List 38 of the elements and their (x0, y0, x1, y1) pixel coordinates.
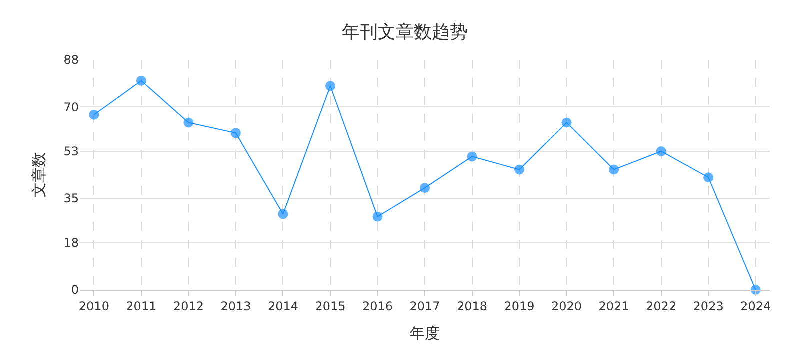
point (184, 118, 194, 128)
x-tick-label: 2011 (126, 299, 157, 314)
point (656, 146, 666, 156)
point (609, 164, 620, 175)
x-tick-label: 2016 (362, 299, 394, 314)
y-tick-label: 0 (71, 283, 79, 298)
x-tick-label: 2020 (552, 299, 582, 314)
x-tick-label: 2013 (220, 299, 252, 314)
point (704, 172, 714, 183)
point (230, 128, 241, 138)
x-tick-label: 2021 (598, 299, 630, 314)
y-tick-label: 70 (64, 100, 79, 114)
y-tick-label: 53 (64, 144, 79, 159)
y-tick-label: 18 (64, 236, 79, 250)
point (89, 110, 100, 120)
x-tick-label: 2018 (456, 299, 488, 314)
x-tick-label: 2010 (78, 299, 110, 314)
point (372, 212, 383, 222)
point (514, 164, 525, 175)
point (136, 76, 146, 86)
x-tick-label: 2014 (268, 299, 298, 314)
x-tick-label: 2019 (504, 299, 535, 314)
point (420, 183, 430, 194)
x-tick-label: 2017 (410, 299, 440, 314)
point (467, 152, 478, 162)
point (278, 209, 288, 220)
point (562, 118, 572, 128)
x-tick-label: 2024 (740, 299, 772, 314)
point (325, 81, 336, 92)
x-axis-title: 年度 (410, 324, 440, 342)
x-tick-label: 2022 (646, 299, 677, 314)
x-tick-label: 2012 (173, 299, 204, 314)
y-tick-label: 35 (64, 192, 79, 206)
y-axis-title: 文章数 (30, 152, 48, 198)
chart-title: 年刊文章数趋势 (342, 22, 468, 43)
x-tick-label: 2023 (693, 299, 724, 314)
y-tick-label: 88 (64, 53, 79, 68)
x-tick-label: 2015 (315, 299, 346, 314)
